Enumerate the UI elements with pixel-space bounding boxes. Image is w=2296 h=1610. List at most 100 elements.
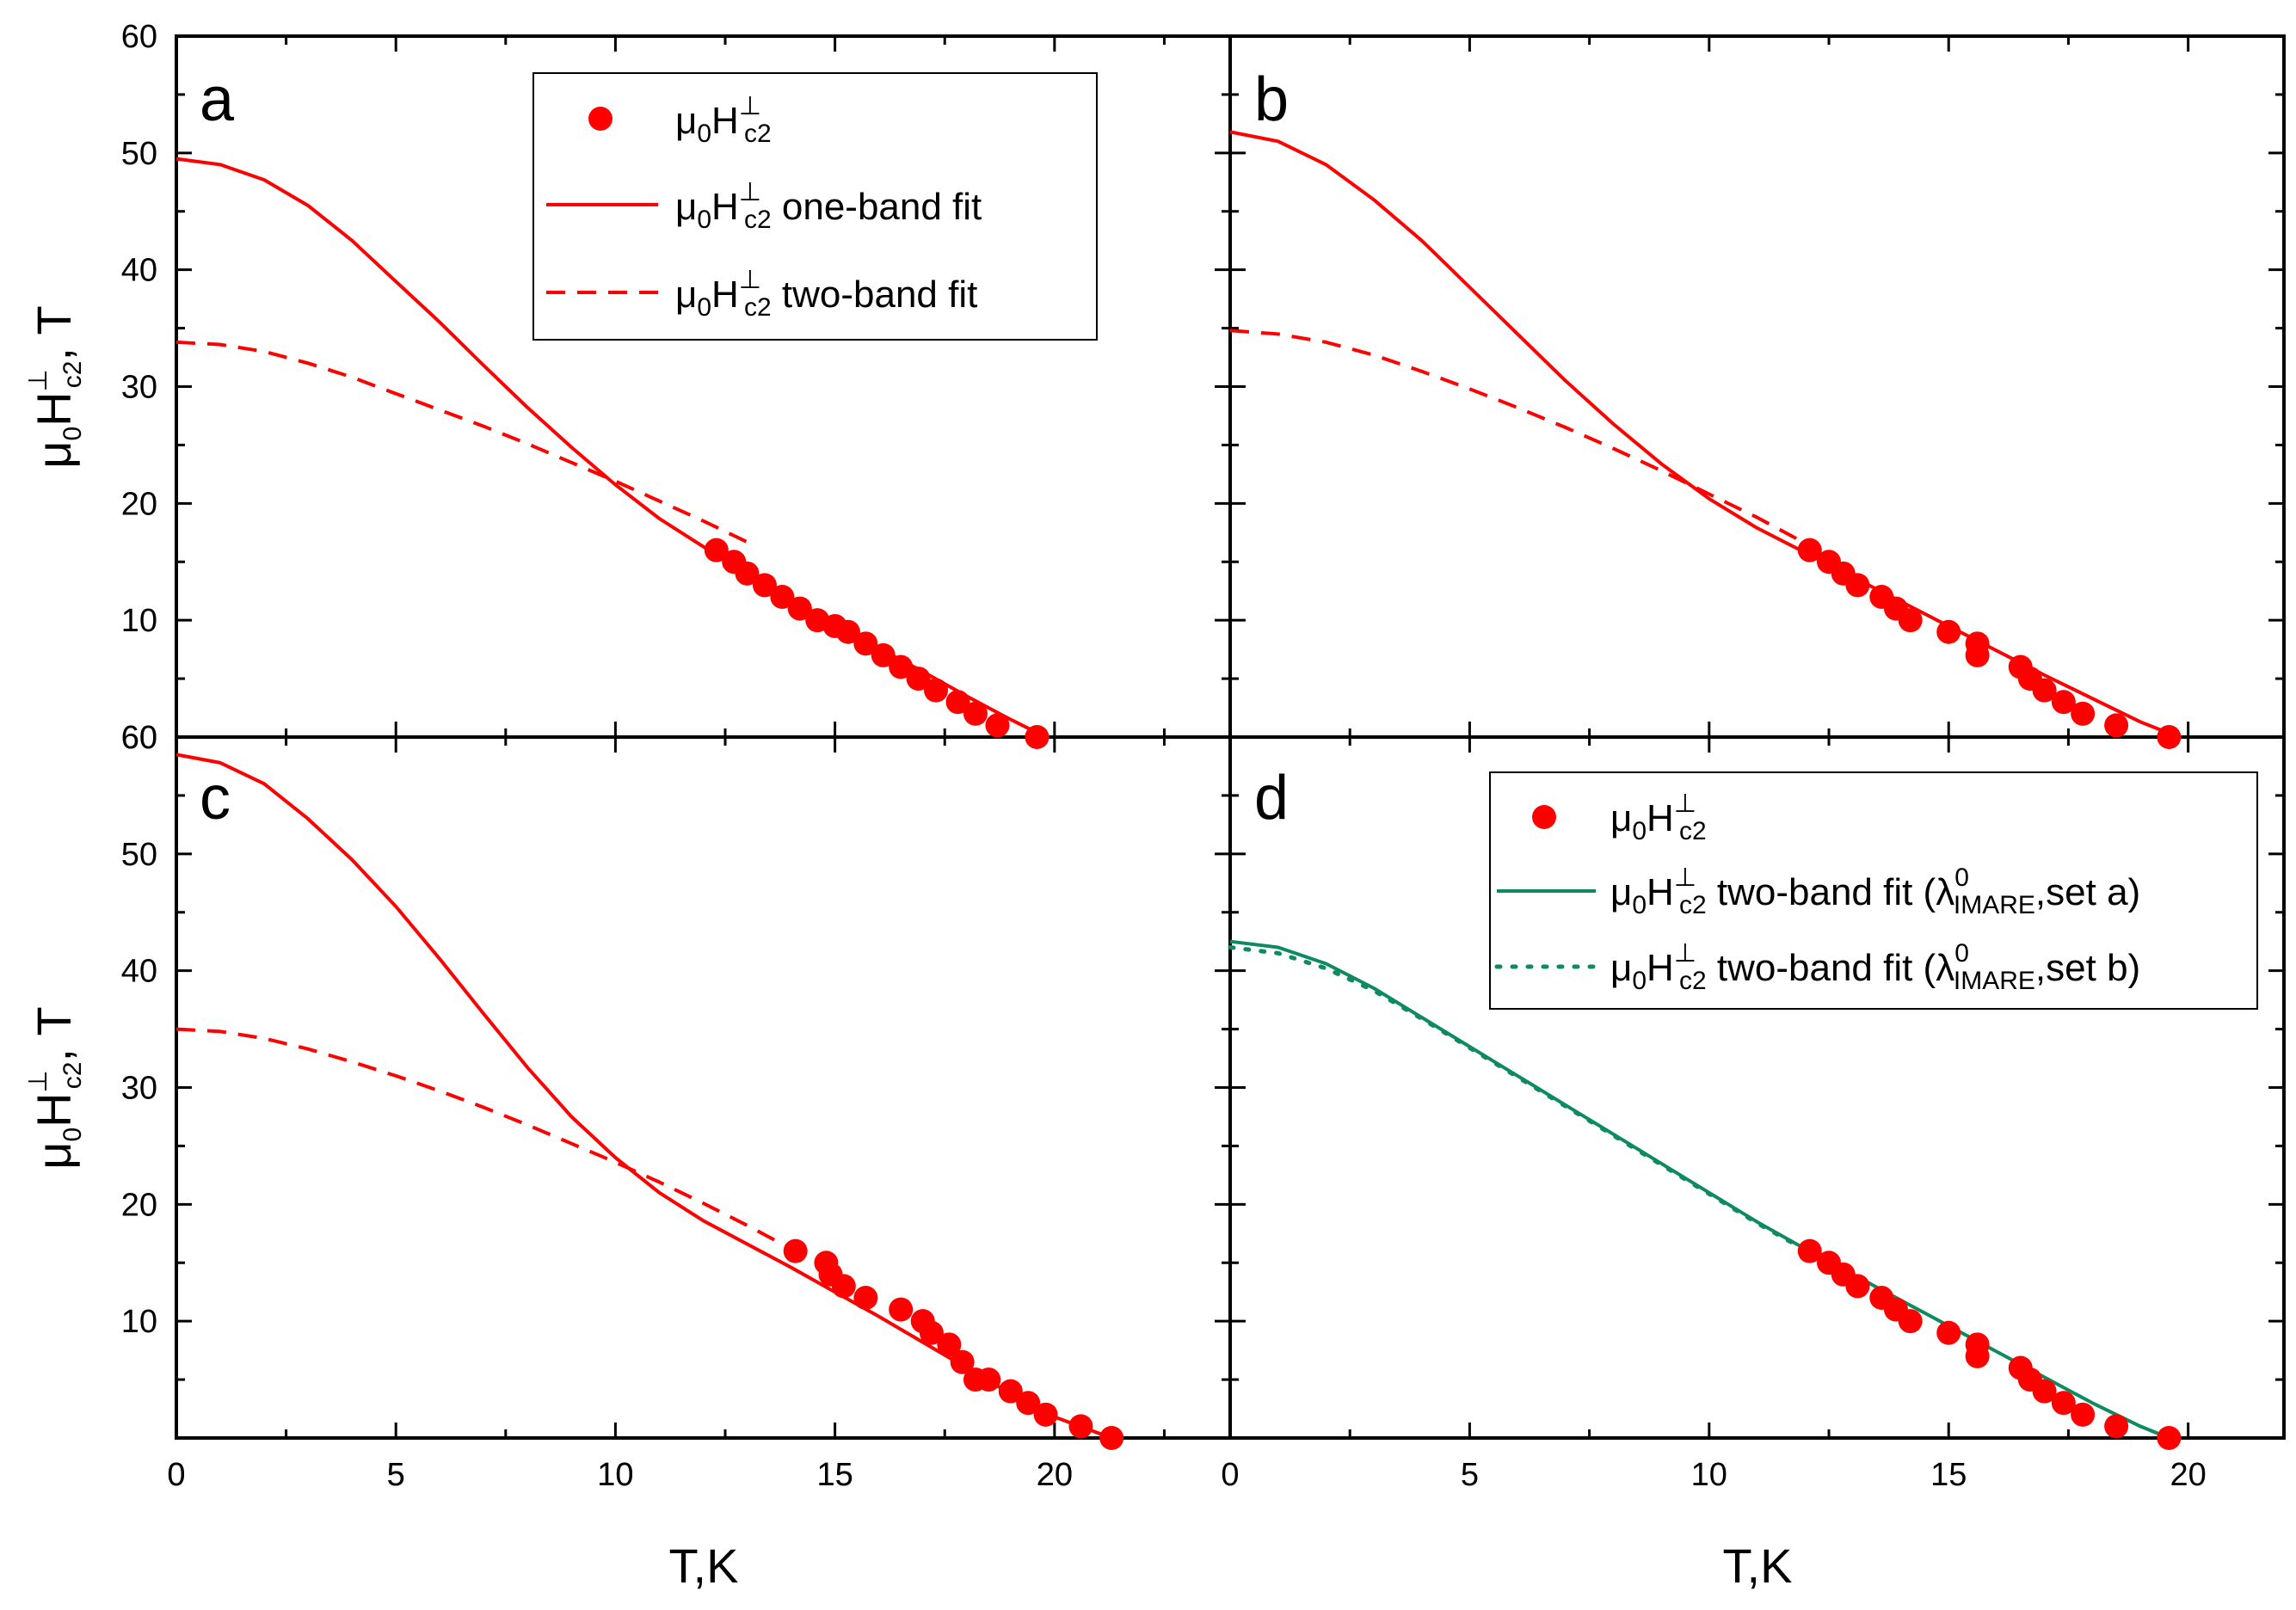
legend-panel-a: μ0H⊥ c2 μ0H⊥ c2 one-band fit μ0H⊥ c2 two-ba… — [532, 72, 1098, 341]
data-point-a — [735, 561, 760, 586]
fit-curve-solid-c — [175, 753, 1112, 1440]
data-point-a — [945, 690, 970, 715]
x-tick-label-a: 10 — [597, 1457, 633, 1493]
data-point-c — [937, 1332, 962, 1357]
data-points — [704, 538, 2182, 1450]
fit-curve-dashed-c — [175, 1027, 792, 1251]
data-point-a — [752, 573, 777, 598]
data-point-a — [889, 654, 914, 679]
y-tick-label-c: 30 — [121, 1071, 157, 1107]
data-point-b — [2032, 678, 2057, 703]
x-tick-label-c: 0 — [167, 1457, 185, 1493]
legend-a-label-3: μ0H⊥ c2 two-band fit — [675, 266, 977, 322]
y-tick-label-c: 40 — [121, 954, 157, 990]
x-axis-label-left: T,K — [669, 1539, 739, 1593]
panel-letter-d: d — [1254, 764, 1289, 833]
legend-a-marker — [588, 107, 612, 131]
x-tick-label-d: 10 — [1691, 1457, 1727, 1493]
data-point-b — [1797, 538, 1822, 562]
data-point-a — [704, 538, 729, 562]
x-tick-label-a: 0 — [167, 1457, 185, 1493]
x-tick-label-c: 20 — [1037, 1457, 1073, 1493]
y-tick-label-a: 20 — [121, 486, 157, 522]
x-tick-label-d: 0 — [1221, 1457, 1239, 1493]
y-tick-label-c: 10 — [121, 1304, 157, 1340]
y-tick-label-c: 60 — [121, 720, 157, 756]
y-axis-label-bottom: μ0H⊥ c2, T — [24, 1006, 87, 1170]
x-tick-label-c: 10 — [597, 1457, 633, 1493]
data-point-c — [919, 1320, 944, 1345]
data-point-d — [2104, 1414, 2129, 1439]
data-point-b — [2157, 725, 2182, 749]
y-tick-label-a: 30 — [121, 370, 157, 406]
y-tick-label-a: 40 — [121, 253, 157, 289]
x-tick-label-d: 20 — [2170, 1457, 2206, 1493]
x-tick-label-c: 5 — [387, 1457, 405, 1493]
data-point-d — [1898, 1309, 1923, 1334]
legend-d-label-2: μ0H⊥ c2 two-band fit (λ0 IMARE,set a) — [1610, 863, 2140, 919]
data-point-d — [1936, 1320, 1961, 1345]
data-point-a — [853, 631, 878, 656]
y-tick-label-c: 50 — [121, 837, 157, 873]
data-point-a — [924, 678, 949, 703]
data-point-a — [770, 585, 795, 609]
data-point-c — [976, 1367, 1001, 1392]
legend-d-label-1: μ0H⊥ c2 — [1610, 790, 1707, 845]
y-axis-label-top: μ0H⊥ c2, T — [24, 305, 87, 469]
legend-d-marker — [1532, 805, 1556, 829]
x-tick-label-a: 20 — [1037, 1457, 1073, 1493]
data-point-c — [1033, 1402, 1058, 1427]
fit-curve-dotted-green-d — [1228, 945, 1807, 1252]
data-point-b — [1965, 642, 1990, 667]
data-point-c — [1068, 1414, 1093, 1439]
legend-d-label-3: μ0H⊥ c2 two-band fit (λ0 IMARE,set b) — [1610, 939, 2140, 995]
data-point-b — [2071, 701, 2096, 726]
data-point-d — [2051, 1391, 2076, 1416]
y-tick-label-a: 60 — [121, 720, 157, 756]
panel-letter-c: c — [200, 764, 231, 833]
data-point-c — [889, 1297, 914, 1322]
data-point-d — [1965, 1343, 1990, 1368]
panel-letter-b: b — [1254, 65, 1289, 134]
data-point-b — [2104, 713, 2129, 738]
legend-a-label-2: μ0H⊥ c2 one-band fit — [675, 178, 982, 234]
y-tick-label-a: 10 — [121, 603, 157, 639]
data-point-d — [1845, 1274, 1870, 1299]
x-tick-label-a: 15 — [816, 1457, 853, 1493]
data-point-b — [1898, 608, 1923, 633]
fit-curve-solid-b — [1229, 130, 2180, 739]
y-tick-label-c: 20 — [121, 1187, 157, 1223]
fit-curve-dashed-b — [1229, 329, 1807, 545]
x-tick-label-c: 15 — [816, 1457, 853, 1493]
x-tick-label-d: 15 — [1930, 1457, 1967, 1493]
y-tick-label-a: 60 — [121, 19, 157, 55]
data-point-a — [787, 596, 812, 621]
panel-letter-a: a — [200, 65, 235, 134]
frame-panel-b — [1228, 34, 2286, 739]
tick-marks — [175, 34, 2284, 1440]
legend-panel-d: μ0H⊥ c2 μ0H⊥ c2 two-band fit (λ0 IMARE,set … — [1489, 771, 2258, 1010]
y-tick-label-a: 50 — [121, 136, 157, 172]
data-point-d — [2032, 1379, 2057, 1404]
data-point-c — [1016, 1391, 1041, 1416]
data-point-a — [871, 642, 896, 667]
data-point-d — [1797, 1238, 1822, 1263]
data-point-c — [783, 1238, 808, 1263]
x-tick-label-a: 5 — [387, 1457, 405, 1493]
legend-a-label-1: μ0H⊥ c2 — [675, 92, 772, 148]
data-point-d — [2071, 1402, 2096, 1427]
data-point-b — [1936, 619, 1961, 644]
data-point-c — [998, 1379, 1023, 1404]
data-point-c — [831, 1274, 856, 1299]
x-tick-label-d: 5 — [1461, 1457, 1479, 1493]
data-point-a — [963, 701, 988, 726]
legend-box-d — [1489, 771, 2258, 1010]
data-point-a — [1025, 725, 1050, 749]
tick-labels: 0 5 10 15 20 60 10 20 30 40 50 60 0 5 10 15 20 10 20 30 40 50… — [121, 19, 2207, 1493]
data-point-b — [2051, 690, 2076, 715]
data-point-a — [906, 667, 931, 691]
x-axis-label-right: T,K — [1723, 1539, 1793, 1593]
fit-curve-dashed-a — [175, 340, 748, 544]
data-point-c — [853, 1286, 878, 1310]
